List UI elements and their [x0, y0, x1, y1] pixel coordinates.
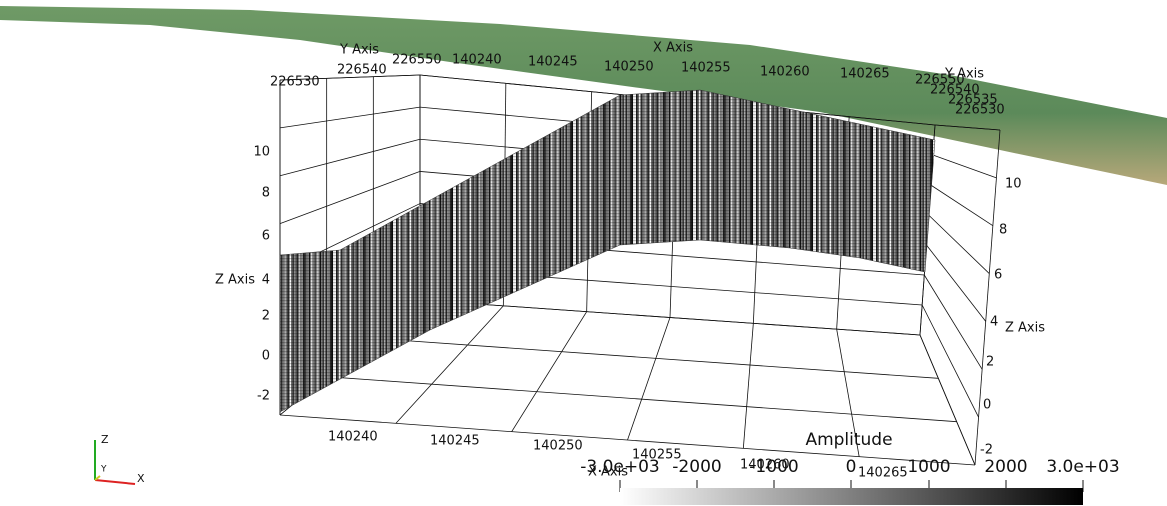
grid-line	[921, 304, 979, 418]
colorbar-tick-label: 1000	[907, 457, 950, 477]
tick-label: 0	[262, 349, 270, 364]
axis-title: Z Axis	[1005, 321, 1045, 336]
tick-label: 140265	[840, 67, 890, 82]
orientation-axes	[94, 440, 136, 485]
grid-line	[419, 299, 921, 336]
tick-label: 140255	[632, 448, 682, 463]
tick-label: 140255	[681, 61, 731, 76]
axis-title: X Axis	[588, 465, 628, 480]
grid-line	[627, 317, 671, 441]
tick-label: 226540	[337, 63, 387, 78]
tick-label: 4	[990, 315, 998, 330]
grid-line	[928, 214, 990, 274]
orientation-label: Y	[100, 465, 107, 475]
box-edge	[974, 129, 1001, 466]
grid-line	[373, 337, 939, 379]
grid-line	[511, 311, 588, 432]
tick-label: -2	[257, 389, 270, 404]
tick-label: 226530	[955, 103, 1005, 118]
orientation-label: X	[137, 472, 145, 485]
tick-label: 4	[262, 273, 270, 288]
grid-line	[934, 124, 1001, 131]
axis-title: Z Axis	[215, 273, 255, 288]
axis-title: Y Axis	[339, 43, 379, 58]
tick-label: -2	[980, 443, 993, 458]
tick-label: 10	[1005, 177, 1022, 192]
grid-line	[279, 138, 421, 177]
colorbar-tick-label: 0	[846, 457, 857, 477]
tick-label: 140250	[604, 60, 654, 75]
tick-label: 140245	[528, 55, 578, 70]
terrain	[0, 6, 1167, 185]
colorbar-tick-label: -2000	[672, 457, 721, 477]
tick-label: 140245	[430, 434, 480, 449]
tick-label: 226530	[270, 75, 320, 90]
tick-label: 226535	[948, 93, 998, 108]
grid-line	[923, 274, 983, 370]
colorbar	[620, 488, 1083, 505]
colorbar-tick-label: -3.0e+03	[580, 457, 660, 477]
axis-title: X Axis	[653, 41, 693, 56]
seismic-section	[279, 89, 936, 413]
axis-title: Y Axis	[944, 67, 984, 82]
grid-line	[326, 376, 957, 423]
tick-label: 140265	[858, 466, 908, 481]
tick-label: 226550	[392, 53, 442, 68]
orientation-label: Z	[101, 433, 109, 446]
tick-label: 140240	[328, 430, 378, 445]
tick-label: 8	[262, 186, 270, 201]
grid-line	[836, 329, 860, 457]
tick-label: 140260	[740, 458, 790, 473]
tick-label: 140240	[452, 53, 502, 68]
tick-label: 8	[999, 223, 1007, 238]
grid-line	[279, 106, 421, 129]
tick-label: 226540	[930, 83, 980, 98]
grid-line	[395, 305, 504, 424]
tick-label: 10	[253, 145, 270, 160]
grid-line	[279, 414, 976, 466]
grid-line	[279, 171, 421, 224]
tick-label: 0	[983, 398, 991, 413]
grid-line	[742, 323, 754, 449]
colorbar-tick-label: -1000	[749, 457, 798, 477]
tick-label: 140260	[760, 65, 810, 80]
tick-label: 2	[262, 309, 270, 324]
grid-line	[279, 74, 421, 81]
grid-line	[919, 334, 976, 466]
tick-label: 6	[994, 268, 1002, 283]
grid-line	[926, 244, 987, 322]
colorbar-tick-label: 2000	[984, 457, 1027, 477]
grid-line	[930, 184, 994, 227]
colorbar-title: Amplitude	[805, 430, 892, 450]
colorbar-tick-label: 3.0e+03	[1046, 457, 1119, 477]
tick-label: 140250	[533, 439, 583, 454]
grid-line	[932, 154, 997, 179]
tick-label: 226550	[915, 73, 965, 88]
tick-label: 2	[986, 355, 994, 370]
tick-label: 6	[262, 229, 270, 244]
